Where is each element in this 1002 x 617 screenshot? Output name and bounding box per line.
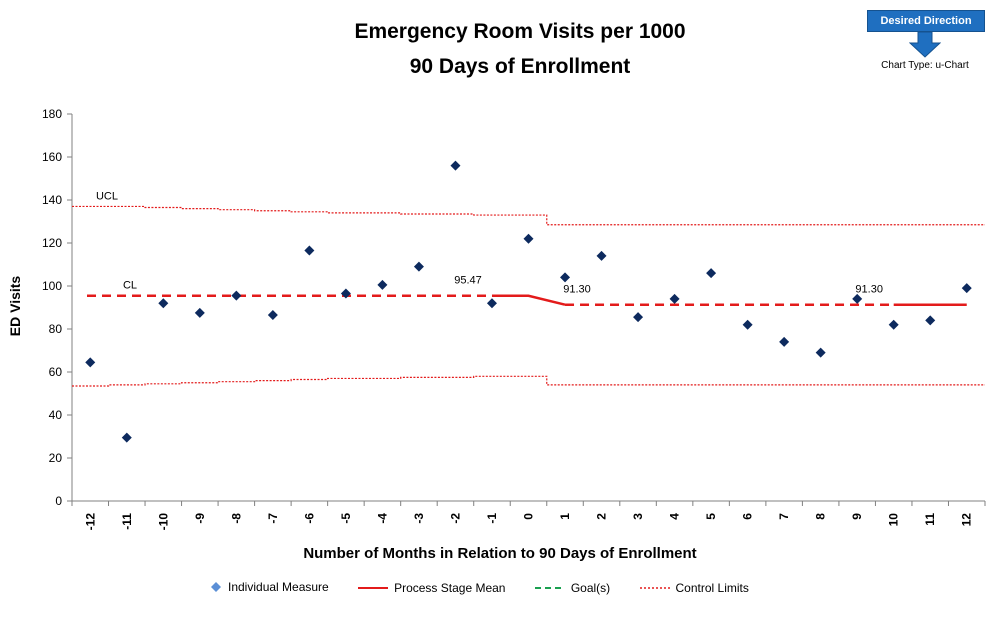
- lower-control-limit-line: [72, 375, 985, 387]
- x-tick-label: 4: [668, 513, 682, 520]
- data-point: [377, 279, 388, 290]
- data-point: [815, 347, 826, 358]
- cl-label: CL: [123, 280, 137, 292]
- legend-label: Process Stage Mean: [394, 581, 506, 595]
- data-point: [888, 319, 899, 330]
- legend-item-process-mean: Process Stage Mean: [358, 581, 505, 595]
- desired-direction-badge: Desired Direction: [867, 10, 985, 32]
- data-point: [304, 245, 315, 256]
- x-tick-label: -10: [156, 513, 170, 531]
- data-point: [852, 293, 863, 304]
- data-point: [340, 288, 351, 299]
- diamond-marker-icon: [211, 582, 221, 592]
- x-tick-label: -2: [448, 513, 462, 524]
- data-point: [560, 272, 571, 283]
- data-point: [925, 315, 936, 326]
- y-tick-label: 60: [49, 365, 63, 379]
- y-tick-label: 160: [42, 150, 62, 164]
- y-tick-label: 80: [49, 322, 63, 336]
- data-point: [194, 307, 205, 318]
- data-point: [267, 310, 278, 321]
- y-tick-label: 180: [42, 107, 62, 121]
- upper-control-limit-line: [72, 205, 985, 226]
- legend-label: Goal(s): [570, 581, 611, 595]
- x-tick-label: 12: [960, 513, 974, 527]
- solid-line-icon: [358, 587, 389, 589]
- x-tick-label: 6: [741, 513, 755, 520]
- x-tick-label: -8: [229, 513, 243, 524]
- chart-subtitle: 90 Days of Enrollment: [409, 55, 631, 78]
- data-point: [742, 319, 753, 330]
- data-point: [85, 357, 96, 368]
- x-tick-label: -5: [339, 513, 353, 524]
- x-tick-label: 3: [631, 513, 645, 520]
- y-tick-label: 20: [49, 451, 63, 465]
- data-point: [779, 336, 790, 347]
- data-point: [669, 293, 680, 304]
- x-tick-label: 2: [595, 513, 609, 520]
- process-mean-transition-line: [491, 294, 566, 306]
- y-axis-label: ED Visits: [7, 275, 23, 337]
- stage2-mean-label-end: 91.30: [855, 284, 883, 296]
- data-point: [961, 283, 972, 294]
- legend-item-control-limits: Control Limits: [639, 581, 749, 595]
- x-tick-label: 1: [558, 513, 572, 520]
- x-tick-label: 7: [777, 513, 791, 520]
- data-point: [706, 268, 717, 279]
- y-tick-label: 120: [42, 236, 62, 250]
- x-tick-label: -1: [485, 513, 499, 524]
- x-tick-label: -12: [83, 513, 97, 531]
- legend-label: Individual Measure: [228, 580, 329, 594]
- stage1-mean-label: 95.47: [454, 275, 482, 287]
- x-tick-label: -7: [266, 513, 280, 524]
- dashed-line-icon: [534, 587, 565, 589]
- data-point: [158, 298, 169, 309]
- x-tick-label: -3: [412, 513, 426, 524]
- data-point: [121, 432, 132, 443]
- data-point: [413, 261, 424, 272]
- x-tick-label: 9: [850, 513, 864, 520]
- x-tick-label: -11: [120, 513, 134, 530]
- chart-type-label: Chart Type: u-Chart: [881, 60, 969, 71]
- data-point: [523, 233, 534, 244]
- x-axis-label: Number of Months in Relation to 90 Days …: [303, 545, 697, 562]
- data-point: [633, 312, 644, 323]
- x-tick-label: -9: [193, 513, 207, 524]
- x-tick-label: -6: [302, 513, 316, 524]
- dotted-line-icon: [639, 587, 670, 589]
- data-point: [486, 298, 497, 309]
- ucl-label: UCL: [96, 190, 118, 202]
- legend-item-goals: Goal(s): [534, 581, 611, 595]
- down-arrow-icon: [909, 32, 941, 58]
- chart-title: Emergency Room Visits per 1000: [354, 20, 686, 43]
- data-point: [450, 160, 461, 171]
- x-tick-label: 8: [814, 513, 828, 520]
- y-tick-label: 140: [42, 193, 62, 207]
- stage2-mean-label: 91.30: [563, 284, 591, 296]
- data-point: [596, 250, 607, 261]
- legend-label: Control Limits: [675, 581, 749, 595]
- x-tick-label: 11: [923, 513, 937, 526]
- x-tick-label: 0: [522, 513, 536, 520]
- x-tick-label: -4: [375, 513, 389, 524]
- chart-legend: Individual Measure Process Stage Mean Go…: [210, 580, 775, 596]
- y-tick-label: 100: [42, 279, 62, 293]
- x-tick-label: 5: [704, 513, 718, 520]
- data-point: [231, 290, 242, 301]
- x-tick-label: 10: [887, 513, 901, 527]
- y-tick-label: 0: [55, 494, 62, 508]
- legend-item-individual: Individual Measure: [210, 580, 329, 594]
- y-tick-label: 40: [49, 408, 63, 422]
